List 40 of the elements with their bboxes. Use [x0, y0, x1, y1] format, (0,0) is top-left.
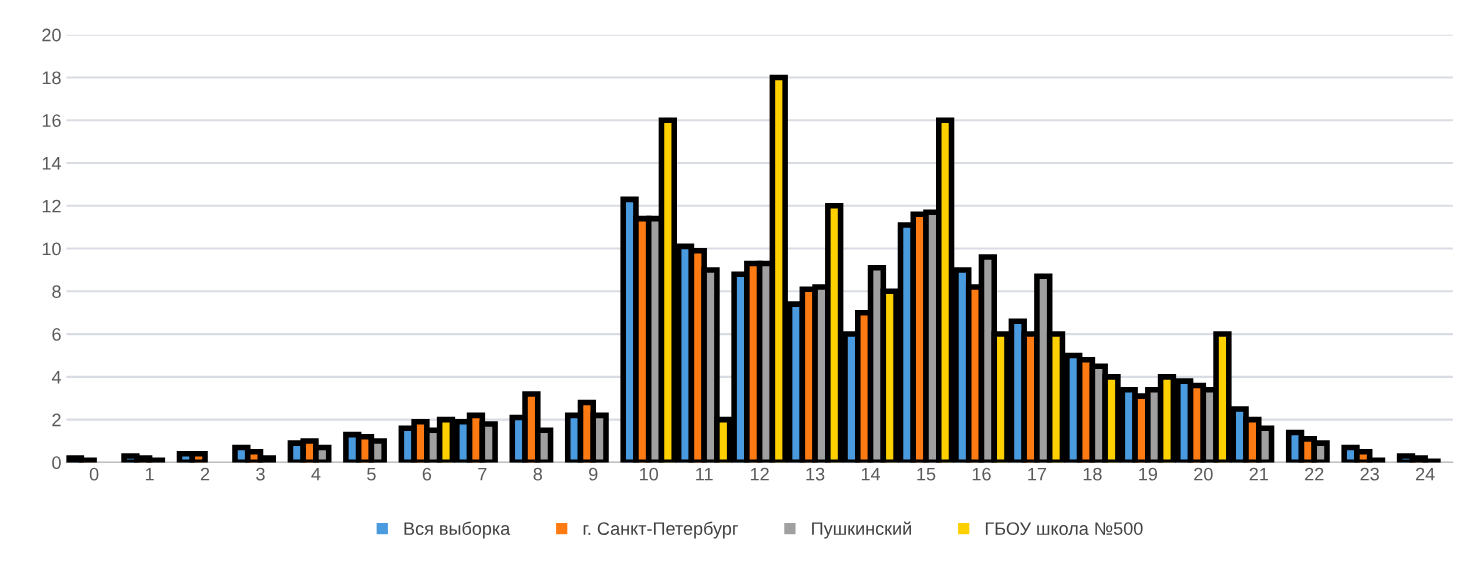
x-tick-label: 21 [1249, 467, 1268, 481]
x-tick-label: 12 [750, 467, 769, 481]
x-tick-label: 20 [1194, 467, 1213, 481]
legend-label: Вся выборка [404, 521, 511, 539]
x-tick-label: 24 [1416, 467, 1435, 481]
x-tick-label: 23 [1360, 467, 1379, 481]
legend-label: г. Санкт-Петербург [583, 521, 738, 539]
x-tick-label: 3 [256, 467, 265, 481]
legend-label: Пушкинский [812, 521, 911, 539]
y-tick-label: 16 [42, 114, 61, 127]
x-tick-label: 7 [478, 467, 487, 481]
x-tick-label: 22 [1305, 467, 1324, 481]
x-tick-label: 4 [311, 467, 321, 481]
y-tick-label: 14 [42, 157, 61, 170]
x-tick-label: 16 [972, 467, 991, 481]
x-tick-label: 0 [89, 467, 99, 481]
x-tick-label: 1 [145, 467, 154, 481]
x-tick-label: 14 [861, 467, 881, 481]
x-tick-label: 9 [589, 467, 598, 481]
y-tick-label: 20 [42, 28, 61, 42]
x-tick-label: 5 [367, 467, 376, 481]
y-tick-label: 10 [42, 242, 61, 256]
y-tick-label: 12 [42, 199, 61, 213]
x-tick-label: 13 [806, 467, 825, 481]
x-tick-label: 17 [1028, 467, 1047, 481]
y-tick-label: 6 [52, 328, 61, 341]
x-tick-label: 8 [533, 467, 543, 481]
x-tick-label: 11 [696, 467, 713, 481]
y-tick-label: 8 [52, 285, 61, 299]
x-tick-label: 10 [640, 467, 659, 481]
legend-label: ГБОУ школа №500 [985, 522, 1143, 535]
x-tick-label: 2 [200, 467, 210, 481]
x-tick-label: 19 [1139, 467, 1158, 481]
y-tick-label: 0 [52, 456, 61, 470]
y-tick-label: 2 [52, 413, 61, 427]
x-tick-label: 15 [917, 467, 936, 481]
x-tick-label: 18 [1083, 467, 1102, 481]
y-tick-label: 4 [51, 370, 61, 384]
y-tick-label: 18 [42, 71, 61, 85]
x-tick-label: 6 [422, 467, 432, 481]
